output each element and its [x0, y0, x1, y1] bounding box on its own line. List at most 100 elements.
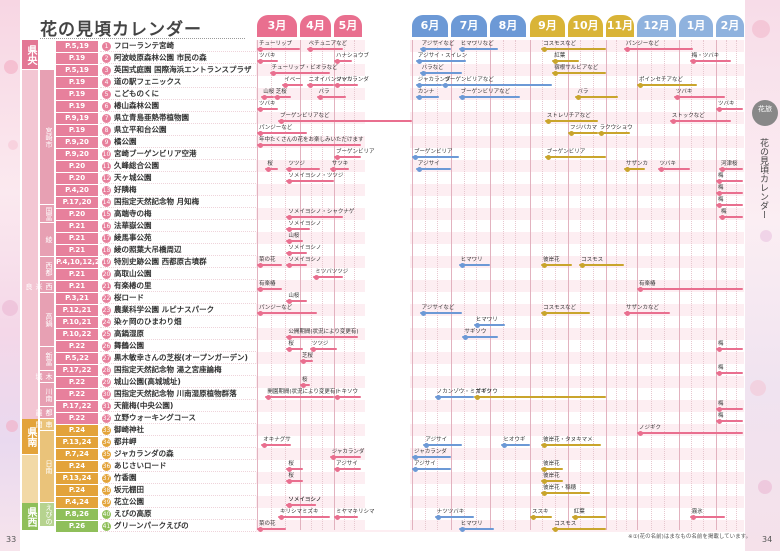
decorative-flower	[752, 20, 770, 38]
spot-number: 27	[102, 353, 111, 363]
spot-number: 11	[102, 161, 111, 171]
flower-label: ヒマワリ	[460, 521, 483, 527]
bloom-bar	[334, 84, 358, 86]
subregion-label: 木城	[35, 371, 54, 382]
bloom-peak-dot	[307, 46, 313, 52]
page-ref: P.21	[56, 244, 98, 256]
bloom-peak-dot	[580, 262, 586, 268]
page-ref: P.21	[56, 280, 98, 292]
bloom-peak-dot	[717, 418, 722, 424]
bloom-peak-dot	[690, 514, 696, 520]
flower-label: ツバキ	[659, 161, 677, 167]
flower-label: サギソウ	[475, 389, 498, 395]
bloom-peak-dot	[287, 250, 293, 256]
month-gridline	[285, 40, 286, 530]
left-floral-border	[0, 0, 20, 551]
spot-name: 綾の照葉大吊橋周辺	[114, 245, 182, 254]
spot-number: 12	[102, 173, 111, 183]
bloom-peak-dot	[301, 382, 306, 388]
bloom-peak-dot	[413, 454, 418, 460]
bloom-bar	[673, 96, 725, 98]
row-band-left	[100, 436, 256, 448]
bloom-peak-dot	[690, 58, 696, 64]
spot-name: 高端寺の梅	[114, 209, 152, 218]
bloom-bar	[334, 396, 361, 398]
bloom-bar	[541, 264, 572, 266]
row-band	[256, 184, 744, 196]
flower-label: ソメイヨシノ	[288, 221, 322, 227]
row-band-left	[100, 340, 256, 352]
bloom-bar	[530, 516, 553, 518]
bloom-bar	[286, 264, 307, 266]
bloom-bar	[278, 516, 330, 518]
row-band	[256, 520, 744, 532]
row-band-left	[100, 64, 256, 76]
flower-label: 有楽椿	[259, 281, 276, 287]
bloom-bar	[458, 264, 490, 266]
row-band	[256, 340, 744, 352]
bloom-bar	[716, 408, 743, 410]
bloom-peak-dot	[674, 94, 680, 100]
row-band-left	[100, 292, 256, 304]
flower-label: ソメイヨシノ・ツツジ	[288, 173, 344, 179]
bloom-peak-dot	[287, 262, 293, 268]
flower-label: 芝桜	[302, 353, 314, 359]
spot-name: 橘公園	[114, 137, 137, 146]
bloom-bar	[716, 192, 743, 194]
region-label: 県西	[22, 503, 38, 530]
decorative-flower	[8, 140, 18, 150]
flower-label: ジャカランダ	[336, 77, 369, 83]
bloom-bar	[501, 444, 530, 446]
row-band-left	[100, 484, 256, 496]
bloom-peak-dot	[717, 178, 722, 184]
row-band	[256, 352, 744, 364]
bloom-peak-dot	[301, 358, 306, 364]
bloom-bar	[419, 72, 463, 74]
bloom-bar	[334, 156, 361, 158]
bloom-peak-dot	[459, 94, 465, 100]
flower-label: 梅	[718, 401, 724, 407]
flower-label: ストックなど	[671, 113, 705, 119]
month-gridline	[592, 40, 594, 530]
flower-label: ヒマワリ	[475, 317, 498, 323]
bloom-peak-dot	[335, 58, 340, 64]
flower-label: ブーゲンビリア	[336, 149, 375, 155]
bloom-peak-dot	[542, 478, 548, 484]
flower-label: 有楽椿	[639, 281, 656, 287]
bloom-peak-dot	[542, 442, 548, 448]
bloom-bar	[306, 84, 334, 86]
month-gridline	[412, 40, 413, 530]
bloom-bar	[458, 48, 498, 50]
bloom-peak-dot	[270, 70, 276, 76]
bloom-bar	[462, 336, 498, 338]
month-gridline	[542, 40, 544, 530]
bloom-peak-dot	[287, 178, 293, 184]
bloom-bar	[316, 96, 346, 98]
bloom-peak-dot	[416, 166, 422, 172]
page-ref: P.22	[56, 340, 98, 352]
spot-name: 天ヶ城公園	[114, 173, 152, 182]
row-band-left	[100, 376, 256, 388]
spot-number: 31	[102, 401, 111, 411]
flower-label: ツツジ	[311, 341, 329, 347]
spot-name: 法華嶽公園	[114, 221, 152, 230]
row-band-left	[100, 448, 256, 460]
bloom-bar	[716, 372, 743, 374]
bloom-peak-dot	[335, 466, 340, 472]
spot-number: 2	[102, 53, 111, 63]
spot-number: 22	[102, 293, 111, 303]
region-band-central	[22, 70, 38, 419]
page-ref: P.21	[56, 232, 98, 244]
flower-label: ツバキ	[259, 101, 276, 107]
flower-label: アジサイ	[425, 437, 448, 443]
spot-name: 染ヶ岡のひまわり畑	[114, 317, 182, 326]
page-ref: P.4,20	[56, 184, 98, 196]
month-gridline	[606, 40, 607, 530]
flower-label: パンジーなど	[259, 305, 293, 311]
bloom-bar	[575, 96, 618, 98]
month-gridline	[463, 40, 465, 530]
row-band	[256, 244, 744, 256]
flower-label: パンジーなど	[626, 41, 660, 47]
flower-label: 菜の花	[259, 521, 276, 527]
flower-label: サザンカなど	[626, 305, 660, 311]
